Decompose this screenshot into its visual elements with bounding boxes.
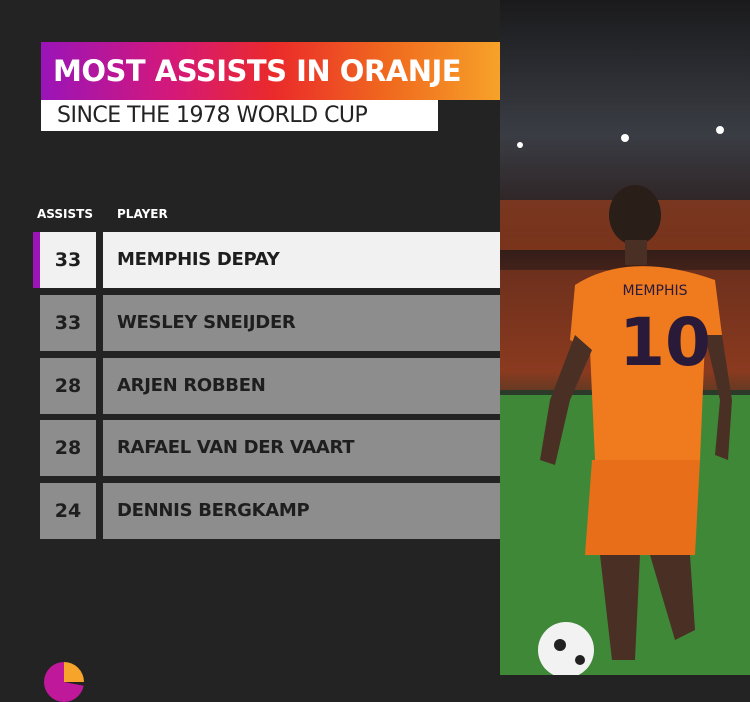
assists-value: 24 xyxy=(40,483,96,539)
shirt-name: MEMPHIS xyxy=(623,283,688,299)
assists-value: 28 xyxy=(40,358,96,414)
player-name: ARJEN ROBBEN xyxy=(103,358,500,414)
player-arm xyxy=(540,335,592,465)
graphic-panel: MOST ASSISTS IN ORANJE SINCE THE 1978 WO… xyxy=(33,42,506,702)
player-arm xyxy=(705,335,732,460)
player-name: MEMPHIS DEPAY xyxy=(103,232,500,288)
shirt-number: 10 xyxy=(619,304,711,381)
assists-value: 33 xyxy=(40,295,96,351)
table-row: 28 ARJEN ROBBEN xyxy=(40,358,500,414)
player-name: DENNIS BERGKAMP xyxy=(103,483,500,539)
player-shirt xyxy=(570,266,722,460)
floodlight xyxy=(716,126,724,134)
player-photo: MEMPHIS 10 xyxy=(500,0,750,675)
assists-value: 28 xyxy=(40,420,96,476)
player-head xyxy=(609,185,661,245)
column-header-assists: ASSISTS xyxy=(37,207,93,221)
subtitle: SINCE THE 1978 WORLD CUP xyxy=(41,100,438,131)
table-row: 24 DENNIS BERGKAMP xyxy=(40,483,500,539)
column-header-player: PLAYER xyxy=(117,207,168,221)
player-shorts xyxy=(585,460,700,555)
table-row: 33 MEMPHIS DEPAY xyxy=(33,232,500,288)
floodlight xyxy=(621,134,629,142)
assists-value: 33 xyxy=(40,232,96,288)
player-name: WESLEY SNEIJDER xyxy=(103,295,500,351)
player-name: RAFAEL VAN DER VAART xyxy=(103,420,500,476)
brand-logo xyxy=(44,662,84,702)
floodlight xyxy=(517,142,523,148)
table-row: 33 WESLEY SNEIJDER xyxy=(40,295,500,351)
title: MOST ASSISTS IN ORANJE xyxy=(41,42,506,100)
highlight-accent xyxy=(33,232,40,288)
table-row: 28 RAFAEL VAN DER VAART xyxy=(40,420,500,476)
